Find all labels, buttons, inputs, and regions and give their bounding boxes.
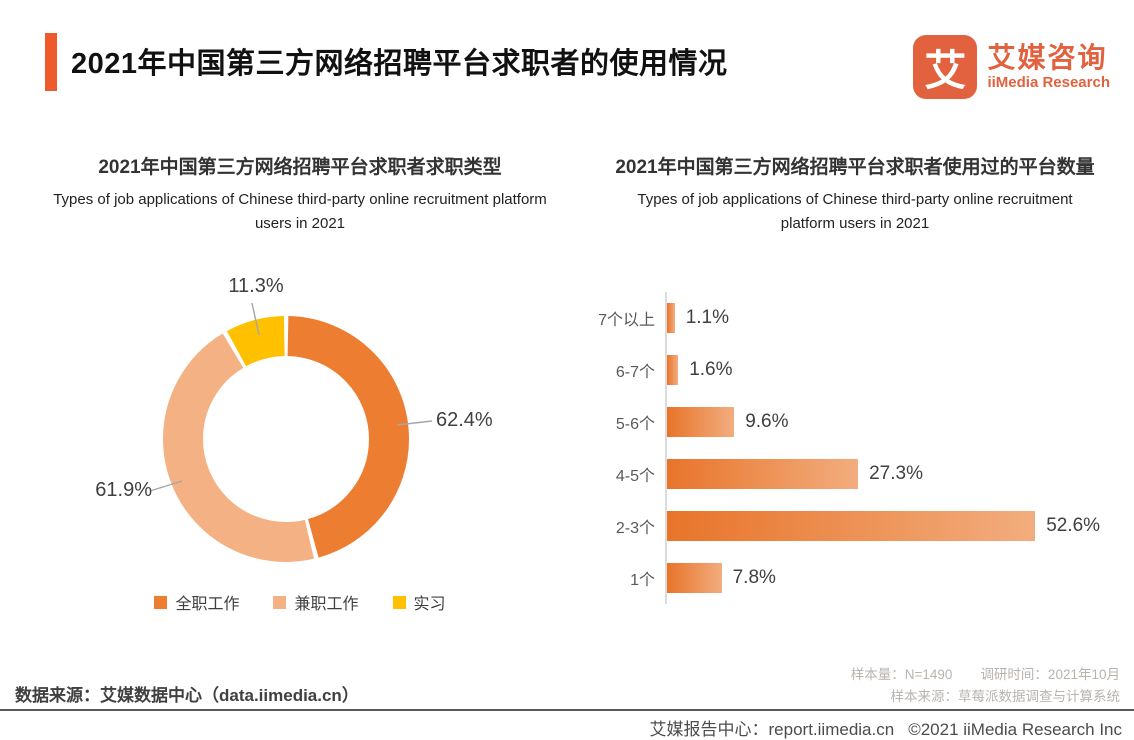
legend-item: 兼职工作 [273,590,359,614]
donut-chart: 62.4% 61.9% 11.3% [40,243,560,578]
bar [667,563,722,593]
donut-legend: 全职工作 兼职工作 实习 [40,590,560,614]
sample-source-text: 样本来源：草莓派数据调查与计算系统 [890,689,1121,704]
bar-row: 1个 7.8% [585,552,1125,604]
logo-brand-en: iiMedia Research [987,74,1110,91]
logo-text: 艾媒咨询 iiMedia Research [987,42,1110,92]
bar-row: 4-5个 27.3% [585,448,1125,500]
bar [667,459,859,489]
bar-chart-section: 2021年中国第三方网络招聘平台求职者使用过的平台数量 Types of job… [585,152,1125,604]
bar [667,303,675,333]
bar-category-label: 2-3个 [615,520,655,537]
bar-value-label: 9.6% [745,411,789,432]
bar-track: 9.6% [665,396,1125,448]
bar-track: 1.1% [665,292,1125,344]
bar-value-label: 1.1% [685,307,729,328]
title-accent-bar [45,33,57,91]
legend-swatch-icon [154,595,168,609]
iimedia-logo: 艾 艾媒咨询 iiMedia Research [913,35,1110,99]
logo-brand-cn: 艾媒咨询 [987,42,1108,73]
legend-label: 实习 [413,596,446,613]
bar-row: 2-3个 52.6% [585,500,1125,552]
survey-time-text: 调研时间：2021年10月 [980,667,1120,682]
bar-category-label: 1个 [630,572,655,589]
bar-chart-title: 2021年中国第三方网络招聘平台求职者使用过的平台数量 [615,157,1095,178]
data-source-text: 数据来源：艾媒数据中心（data.iimedia.cn） [15,686,359,705]
bar-chart-subtitle: Types of job applications of Chinese thi… [637,191,1073,232]
bar-chart: 7个以上 1.1% 6-7个 1.6% 5-6个 9.6% 4-5个 27.3% 2-3个 52.… [585,292,1125,604]
iimedia-logo-icon: 艾 [913,35,978,99]
bar-track: 52.6% [665,500,1125,552]
bar-row: 6-7个 1.6% [585,344,1125,396]
legend-label: 全职工作 [175,596,240,613]
report-center-line: 艾媒报告中心：report.iimedia.cn ©2021 iiMedia Re… [650,715,1122,740]
legend-item: 实习 [392,590,446,614]
bar-value-label: 1.6% [689,359,733,380]
footer-divider [0,709,1134,711]
leader-line-part-time [149,480,183,492]
bar-category-label: 5-6个 [615,416,655,433]
sample-info-line1: 样本量：N=1490 调研时间：2021年10月 [851,664,1120,686]
donut-value-label-full-time: 62.4% [436,409,493,431]
bar [667,407,735,437]
copyright-text: ©2021 iiMedia Research Inc [908,720,1122,739]
bar-track: 27.3% [665,448,1125,500]
donut-chart-title: 2021年中国第三方网络招聘平台求职者求职类型 [98,157,502,178]
donut-value-label-part-time: 61.9% [95,479,152,501]
sample-info: 样本量：N=1490 调研时间：2021年10月 样本来源：草莓派数据调查与计算系… [851,664,1120,708]
bar-row: 7个以上 1.1% [585,292,1125,344]
donut-value-label-internship: 11.3% [228,275,284,297]
donut-slice-part-time [163,316,409,562]
bar [667,511,1036,541]
legend-item: 全职工作 [154,590,239,614]
bar-value-label: 52.6% [1046,515,1101,536]
sample-size-text: 样本量：N=1490 [850,667,953,682]
header: 2021年中国第三方网络招聘平台求职者的使用情况 艾 艾媒咨询 iiMedia … [0,33,1134,99]
bar-value-label: 27.3% [869,463,923,484]
bar-value-label: 7.8% [732,567,776,588]
donut-chart-section: 2021年中国第三方网络招聘平台求职者求职类型 Types of job app… [40,152,560,614]
donut-slice-full-time [163,316,409,562]
bar-category-label: 7个以上 [598,312,655,329]
legend-swatch-icon [273,595,287,609]
bar [667,355,679,385]
leader-line-internship [251,302,260,336]
bar-category-label: 6-7个 [615,364,655,381]
bar-track: 1.6% [665,344,1125,396]
page-title: 2021年中国第三方网络招聘平台求职者的使用情况 [71,48,728,80]
donut-svg [149,302,433,562]
legend-label: 兼职工作 [294,596,359,613]
donut-chart-subtitle: Types of job applications of Chinese thi… [53,191,547,232]
bar-track: 7.8% [665,552,1125,604]
legend-swatch-icon [392,595,406,609]
bar-row: 5-6个 9.6% [585,396,1125,448]
leader-line-full-time [396,420,433,426]
bar-category-label: 4-5个 [615,468,655,485]
report-center-text: 艾媒报告中心：report.iimedia.cn [649,720,895,739]
